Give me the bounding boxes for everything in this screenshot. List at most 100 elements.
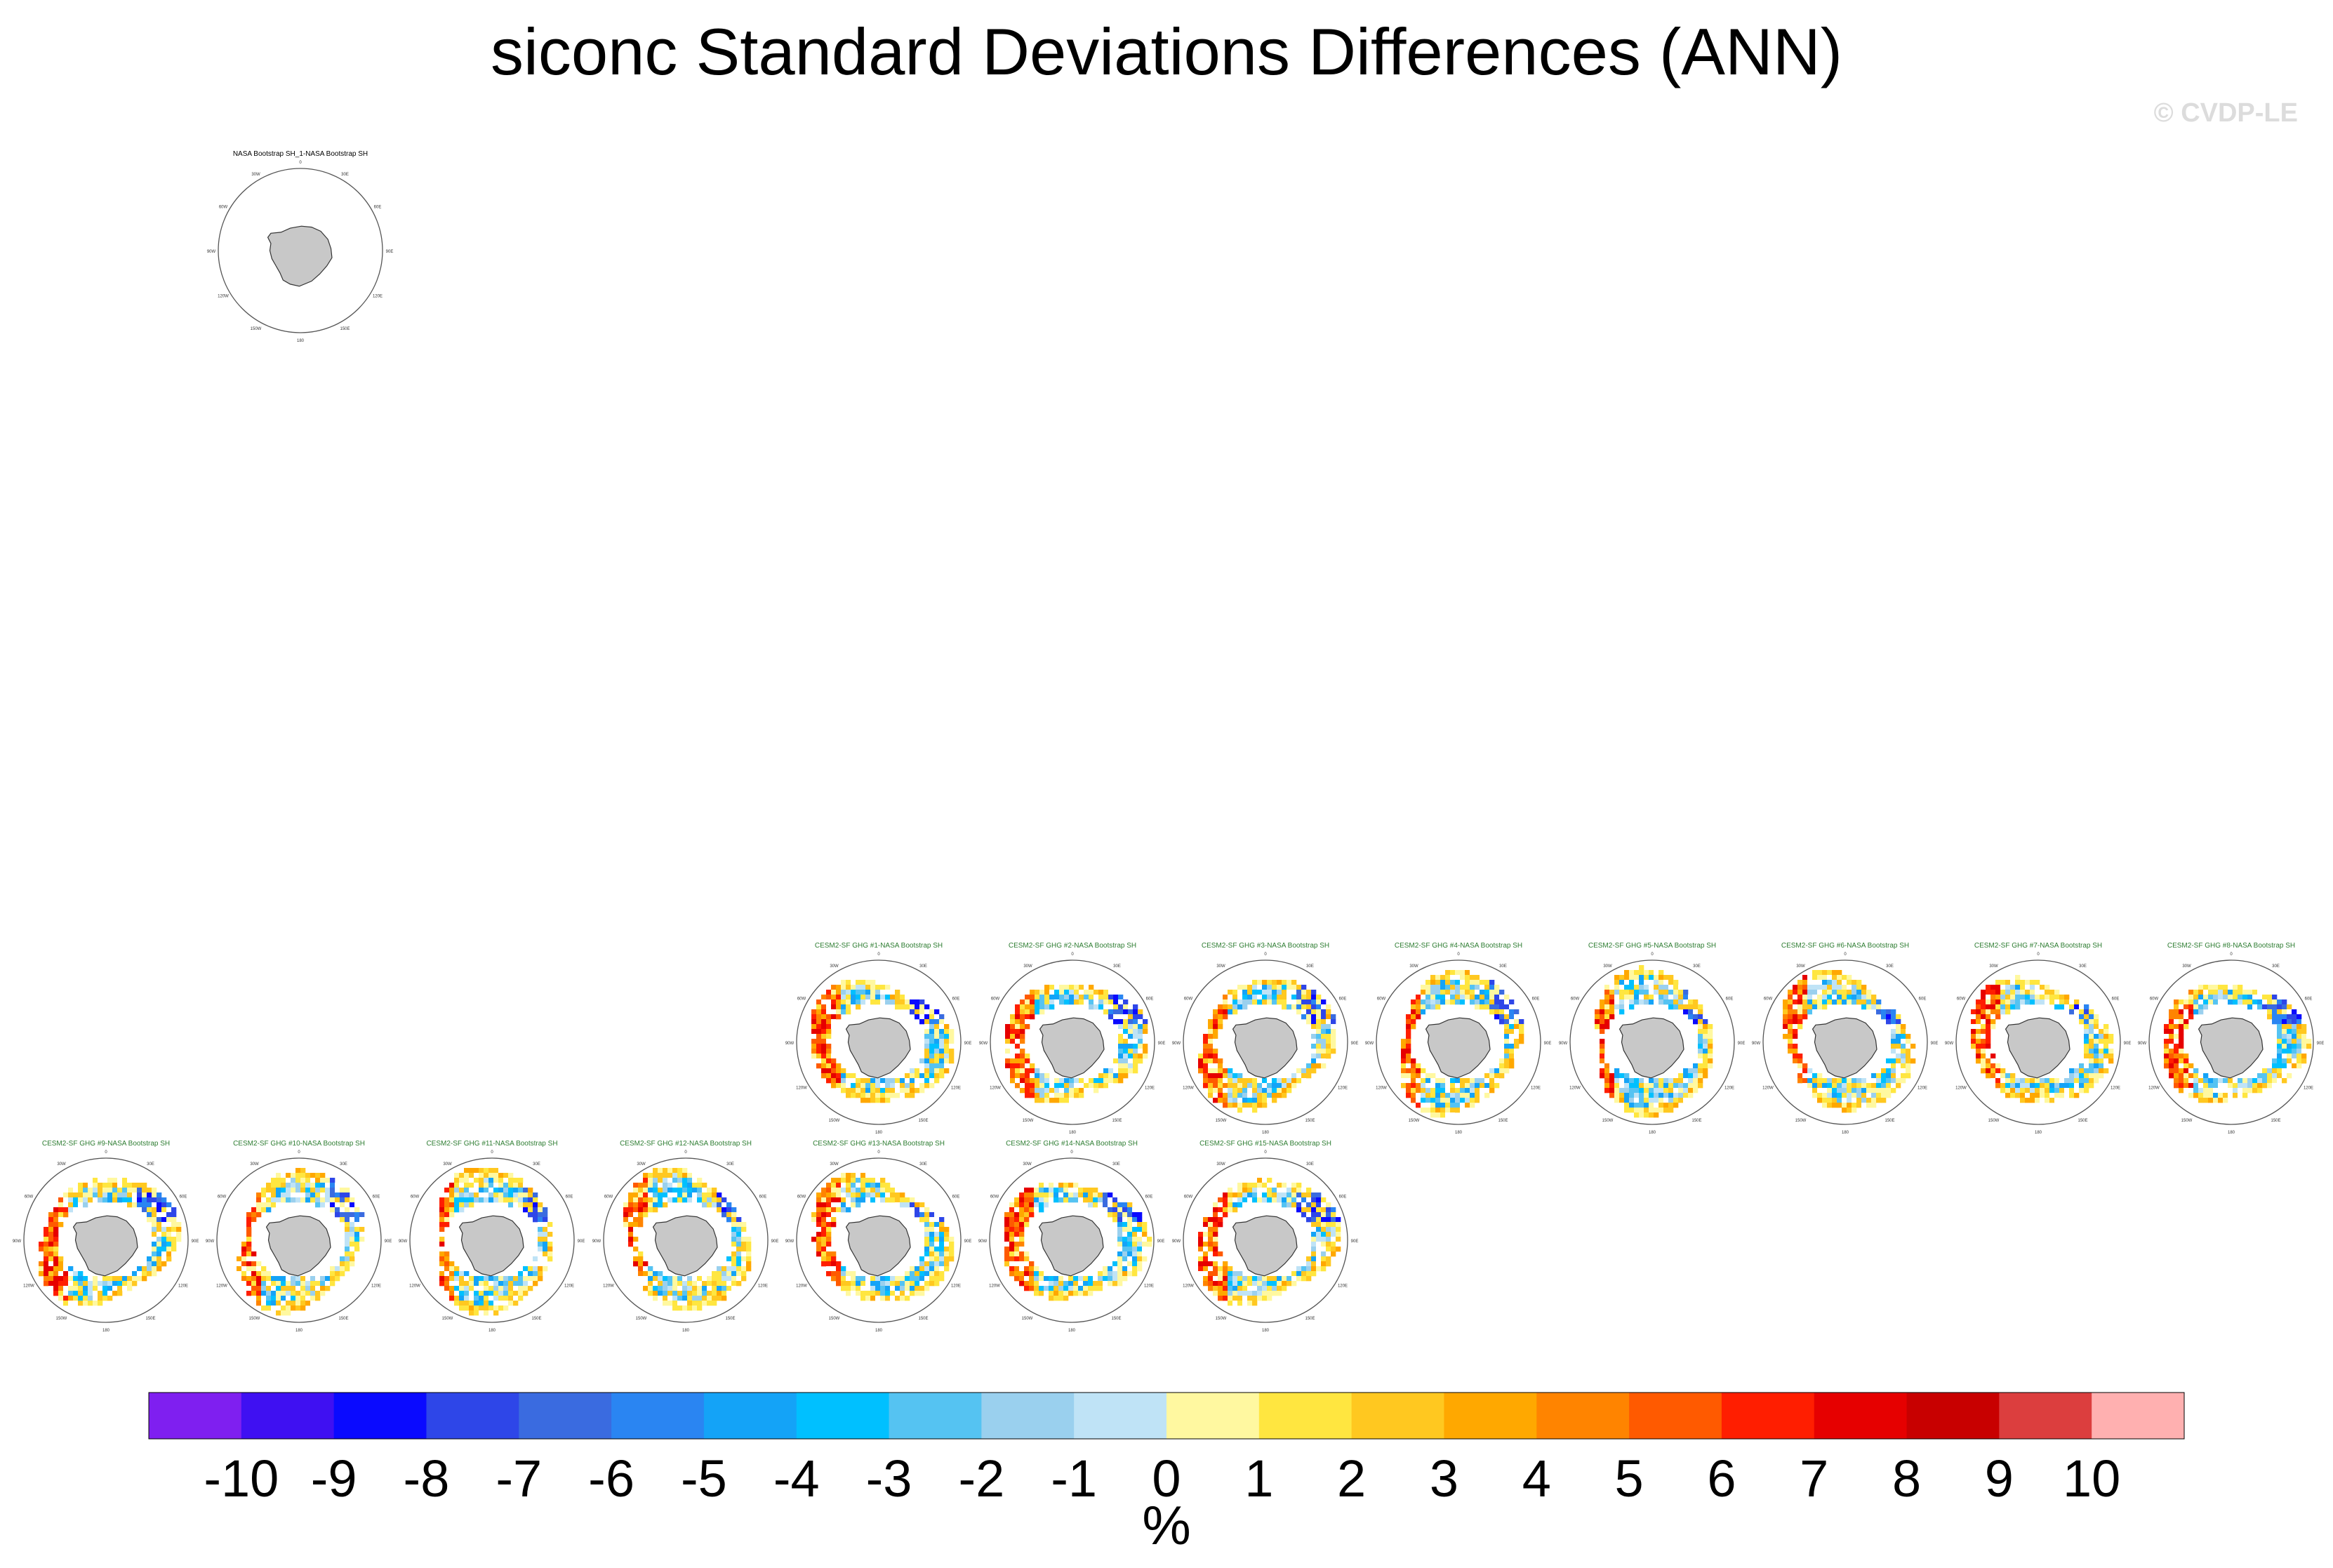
grid-cell: [2010, 1073, 2016, 1079]
grid-cell: [1223, 1088, 1228, 1094]
grid-cell: [350, 1237, 355, 1242]
grid-cell: [924, 1014, 930, 1020]
grid-cell: [949, 1256, 955, 1262]
grid-cell: [1976, 999, 1981, 1005]
grid-cell: [697, 1276, 703, 1282]
grid-cell: [1118, 1073, 1124, 1079]
grid-cell: [623, 1202, 629, 1208]
grid-cell: [1123, 1009, 1129, 1015]
grid-cell: [1406, 1019, 1411, 1025]
grid-cell: [1014, 1202, 1020, 1208]
grid-cell: [2203, 995, 2209, 1000]
grid-cell: [1093, 1276, 1098, 1282]
grid-cell: [1609, 1009, 1615, 1015]
grid-cell: [538, 1251, 543, 1257]
grid-cell: [1049, 990, 1055, 995]
grid-cell: [1421, 1093, 1426, 1098]
panel-title: CESM2-SF GHG #3-NASA Bootstrap SH: [1202, 942, 1329, 950]
grid-cell: [1659, 985, 1664, 990]
grid-cell: [697, 1281, 703, 1287]
grid-cell: [826, 1232, 832, 1237]
grid-cell: [2035, 1078, 2040, 1084]
grid-cell: [1127, 1247, 1133, 1252]
longitude-label: 150W: [2181, 1119, 2193, 1123]
grid-cell: [2262, 995, 2268, 1000]
grid-cell: [924, 1009, 930, 1015]
grid-cell: [1861, 1088, 1867, 1094]
grid-cell: [643, 1183, 649, 1188]
grid-cell: [1228, 990, 1233, 995]
grid-cell: [1208, 1256, 1214, 1262]
grid-cell: [1098, 995, 1104, 1000]
grid-cell: [1137, 1256, 1143, 1262]
grid-cell: [523, 1192, 529, 1198]
grid-cell: [1634, 1103, 1640, 1108]
grid-cell: [841, 990, 846, 995]
grid-cell: [1504, 1054, 1510, 1059]
grid-cell: [1901, 1078, 1906, 1084]
grid-cell: [851, 1093, 856, 1098]
grid-cell: [667, 1183, 673, 1188]
grid-cell: [1331, 1034, 1336, 1039]
grid-cell: [2257, 1073, 2263, 1079]
grid-cell: [474, 1310, 479, 1316]
grid-cell: [643, 1281, 649, 1287]
grid-cell: [325, 1197, 331, 1203]
grid-cell: [653, 1168, 658, 1174]
grid-cell: [1118, 1039, 1124, 1044]
longitude-label: 0: [1457, 952, 1460, 957]
grid-cell: [1024, 1286, 1030, 1291]
grid-cell: [300, 1301, 306, 1306]
grid-cell: [1504, 1029, 1510, 1035]
grid-cell: [2108, 1058, 2114, 1064]
grid-cell: [127, 1281, 133, 1287]
grid-cell: [1237, 1103, 1243, 1108]
grid-cell: [1306, 1058, 1312, 1064]
grid-cell: [658, 1202, 663, 1208]
grid-cell: [1228, 1093, 1233, 1098]
grid-cell: [1321, 1063, 1327, 1069]
grid-cell: [2015, 1083, 2021, 1089]
grid-cell: [1311, 1034, 1317, 1039]
grid-cell: [2030, 999, 2035, 1005]
grid-cell: [1272, 1078, 1277, 1084]
grid-cell: [1693, 1004, 1699, 1010]
grid-cell: [2079, 1014, 2085, 1020]
grid-cell: [523, 1291, 529, 1296]
grid-cell: [1896, 1044, 1901, 1049]
grid-cell: [1445, 975, 1451, 981]
grid-cell: [944, 1029, 950, 1035]
grid-cell: [1871, 1098, 1877, 1103]
grid-cell: [1301, 995, 1307, 1000]
grid-cell: [816, 1217, 822, 1223]
grid-cell: [836, 999, 842, 1005]
grid-cell: [354, 1242, 360, 1247]
grid-cell: [1093, 1286, 1098, 1291]
grid-cell: [826, 1251, 832, 1257]
grid-cell: [1078, 1197, 1084, 1203]
grid-cell: [1035, 999, 1040, 1005]
grid-cell: [856, 1296, 861, 1301]
grid-cell: [286, 1296, 291, 1301]
grid-cell: [1287, 999, 1292, 1005]
grid-cell: [1213, 1068, 1218, 1074]
grid-cell: [687, 1276, 693, 1282]
grid-cell: [320, 1276, 326, 1282]
grid-cell: [1024, 1266, 1030, 1272]
grid-cell: [237, 1261, 242, 1267]
grid-cell: [1103, 1197, 1108, 1203]
grid-cell: [1291, 1083, 1297, 1089]
grid-cell: [821, 1029, 827, 1035]
grid-cell: [2292, 1034, 2297, 1039]
grid-cell: [2213, 995, 2219, 1000]
grid-cell: [672, 1188, 678, 1193]
grid-cell: [2198, 1098, 2204, 1103]
grid-cell: [132, 1197, 138, 1203]
grid-cell: [1128, 1034, 1134, 1039]
grid-cell: [900, 1004, 905, 1010]
grid-cell: [880, 1291, 886, 1296]
grid-cell: [826, 995, 832, 1000]
grid-cell: [731, 1256, 737, 1262]
grid-cell: [2094, 1019, 2099, 1025]
grid-cell: [354, 1207, 360, 1213]
